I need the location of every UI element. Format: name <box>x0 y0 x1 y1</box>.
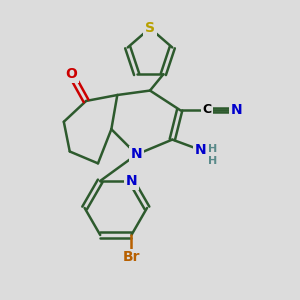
Text: H: H <box>208 156 217 166</box>
Text: N: N <box>195 143 206 157</box>
Text: O: O <box>65 67 77 81</box>
Text: S: S <box>145 21 155 35</box>
Text: N: N <box>126 174 137 188</box>
Text: H: H <box>208 143 217 154</box>
Text: C: C <box>202 103 211 116</box>
Text: Br: Br <box>123 250 140 264</box>
Text: N: N <box>131 148 142 161</box>
Text: N: N <box>230 103 242 117</box>
